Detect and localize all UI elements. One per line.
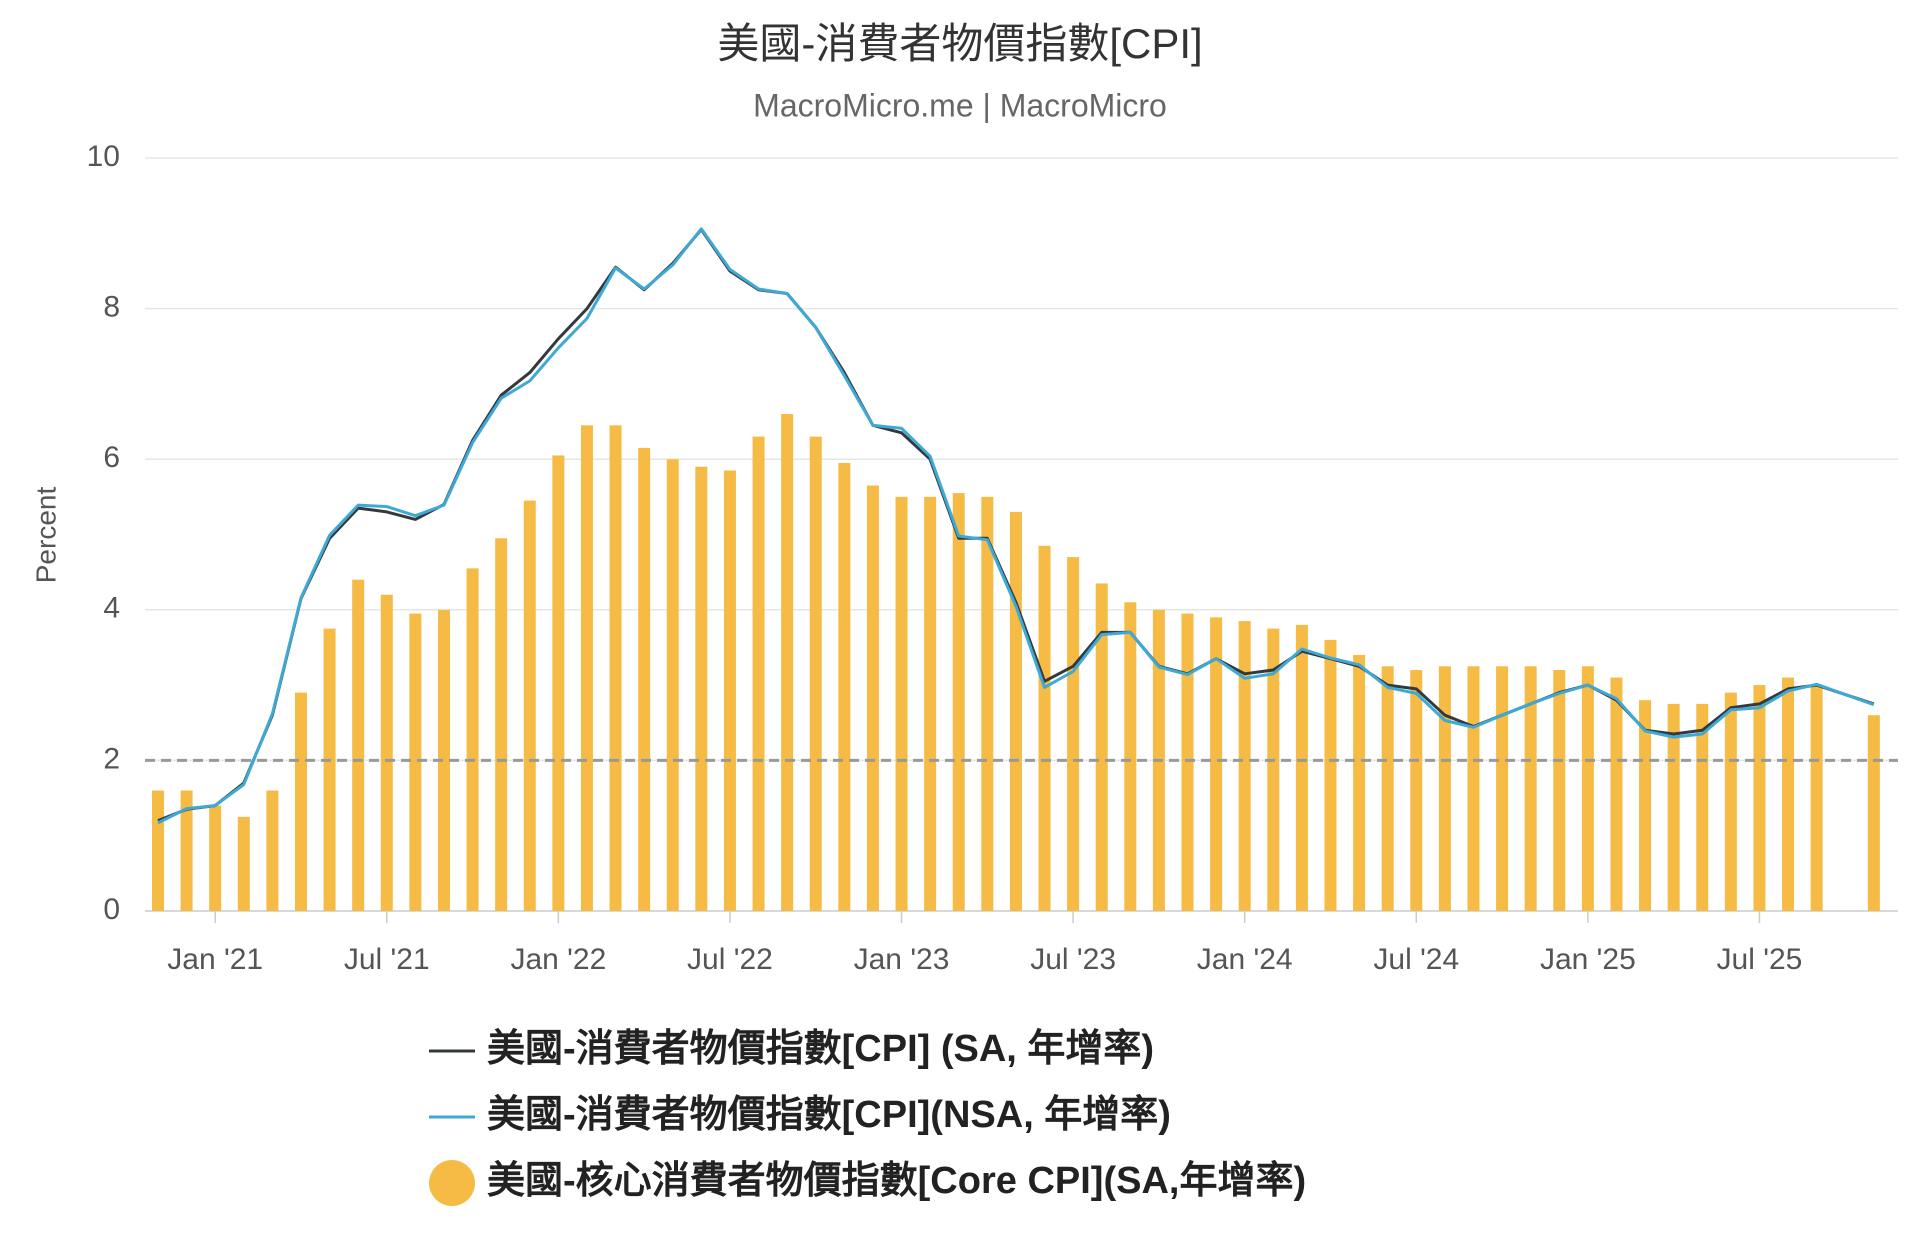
bar xyxy=(209,805,222,911)
bar xyxy=(323,628,336,911)
bar xyxy=(781,414,794,911)
bar xyxy=(1724,692,1737,911)
bar xyxy=(838,462,851,911)
legend-symbol xyxy=(429,1160,475,1206)
bar xyxy=(237,816,250,911)
x-tick-label: Jul '21 xyxy=(344,943,430,976)
chart-title: 美國-消費者物價指數[CPI] xyxy=(717,20,1202,67)
x-tick-label: Jul '23 xyxy=(1030,943,1116,976)
x-tick-label: Jul '22 xyxy=(687,943,773,976)
bar xyxy=(1553,670,1566,911)
bar xyxy=(1639,700,1652,911)
x-tick-label: Jan '23 xyxy=(854,943,950,976)
y-axis-label: Percent xyxy=(30,487,61,584)
bar xyxy=(152,790,164,911)
bar xyxy=(1667,703,1680,911)
bar xyxy=(409,613,422,911)
bar xyxy=(924,496,937,911)
line xyxy=(157,227,1875,825)
bar xyxy=(809,436,822,911)
bar xyxy=(266,790,279,911)
bar xyxy=(1782,677,1795,911)
x-tick-label: Jul '25 xyxy=(1717,943,1803,976)
bar xyxy=(1324,639,1337,911)
y-tick-label: 6 xyxy=(103,441,120,474)
bar xyxy=(466,568,479,911)
y-tick-label: 8 xyxy=(103,291,120,324)
bar xyxy=(1496,666,1509,911)
bar xyxy=(1410,670,1423,911)
bar xyxy=(895,496,908,911)
bar xyxy=(1353,654,1366,911)
y-tick-label: 2 xyxy=(103,742,120,775)
bar xyxy=(1295,624,1308,911)
bar xyxy=(609,425,622,911)
bar xyxy=(552,455,565,911)
bar xyxy=(1524,666,1537,911)
bar xyxy=(580,425,593,911)
bar xyxy=(1124,602,1137,911)
bar xyxy=(1610,677,1623,911)
bar xyxy=(666,459,679,911)
bar xyxy=(752,436,765,911)
bar xyxy=(352,579,365,911)
bar xyxy=(380,594,393,911)
bar xyxy=(866,485,879,911)
legend-label: 美國-消費者物價指數[CPI] (SA, 年增率) xyxy=(487,1028,1154,1070)
bar xyxy=(523,500,536,911)
bar xyxy=(1467,666,1480,911)
bar xyxy=(1210,617,1223,911)
x-tick-label: Jan '22 xyxy=(510,943,606,976)
bar xyxy=(1753,685,1766,911)
bar xyxy=(1810,685,1823,911)
bar xyxy=(638,447,651,911)
bar xyxy=(981,496,994,911)
bar xyxy=(1181,613,1194,911)
x-tick-label: Jan '25 xyxy=(1540,943,1636,976)
bar xyxy=(952,493,965,911)
bar xyxy=(1095,583,1108,911)
x-tick-label: Jan '21 xyxy=(167,943,263,976)
y-tick-label: 4 xyxy=(103,592,120,625)
bar xyxy=(1438,666,1451,911)
bar xyxy=(294,692,307,911)
bar xyxy=(1581,666,1594,911)
bar xyxy=(1067,557,1080,911)
bar xyxy=(1267,628,1280,911)
bar xyxy=(437,609,450,911)
x-tick-label: Jul '24 xyxy=(1373,943,1459,976)
legend-label: 美國-核心消費者物價指數[Core CPI](SA,年增率) xyxy=(487,1160,1306,1202)
y-tick-label: 0 xyxy=(103,893,120,926)
bar xyxy=(1238,621,1251,911)
bar xyxy=(495,538,508,911)
bar xyxy=(1381,666,1394,911)
bar xyxy=(1038,545,1051,911)
y-tick-label: 10 xyxy=(87,140,120,173)
bar xyxy=(1696,703,1709,911)
chart-subtitle: MacroMicro.me | MacroMicro xyxy=(753,87,1167,123)
bar xyxy=(1009,511,1022,911)
bar xyxy=(180,790,193,911)
bar xyxy=(1867,715,1880,911)
bar xyxy=(695,466,708,911)
bar xyxy=(723,470,736,911)
legend-label: 美國-消費者物價指數[CPI](NSA, 年增率) xyxy=(487,1094,1171,1136)
x-tick-label: Jan '24 xyxy=(1197,943,1293,976)
